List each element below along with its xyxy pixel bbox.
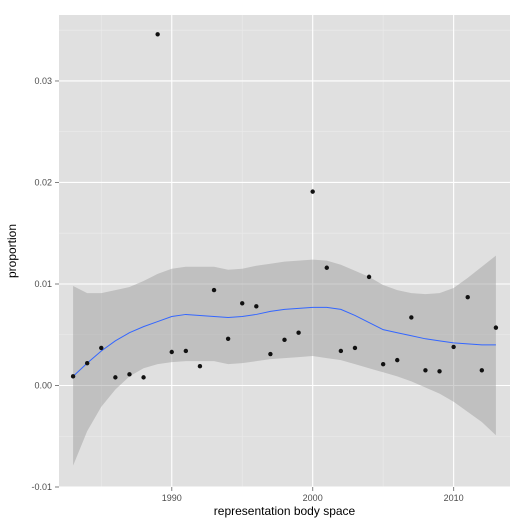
y-axis-title: proportion <box>5 224 19 278</box>
data-points <box>70 32 499 380</box>
x-axis: 1990 2000 2010 <box>162 487 464 503</box>
smooth-line <box>72 306 496 377</box>
x-tick-label: 2000 <box>303 493 323 503</box>
y-tick-label: 0.01 <box>34 279 52 289</box>
confidence-band <box>73 255 496 466</box>
x-tick-label: 1990 <box>162 493 182 503</box>
data-point <box>84 360 90 366</box>
data-point <box>437 369 442 374</box>
data-point <box>211 287 217 293</box>
data-point <box>380 361 386 367</box>
data-point <box>197 364 203 369</box>
data-point <box>169 349 174 355</box>
data-point <box>113 375 118 380</box>
y-tick-label: 0.03 <box>34 76 52 86</box>
data-point <box>395 357 400 363</box>
data-point <box>225 336 231 342</box>
data-point <box>310 189 315 194</box>
x-tick-label: 2010 <box>444 493 464 503</box>
data-point <box>99 345 104 351</box>
grid-minor <box>59 15 510 487</box>
data-point <box>127 372 132 377</box>
data-point <box>451 344 456 350</box>
data-point <box>254 304 259 309</box>
data-point <box>465 294 470 300</box>
grid-major <box>59 15 510 488</box>
data-point <box>183 348 189 354</box>
y-tick-label: 0.00 <box>34 380 52 390</box>
data-point <box>409 315 414 320</box>
data-point <box>155 32 160 37</box>
data-point <box>141 375 146 380</box>
y-tick-label: -0.01 <box>31 482 52 492</box>
data-point <box>240 301 245 306</box>
data-point <box>423 368 428 373</box>
data-point <box>352 345 358 351</box>
x-axis-title: representation body space <box>214 504 356 518</box>
data-point <box>282 337 287 343</box>
y-axis: -0.01 0.00 0.01 0.02 0.03 <box>31 76 59 492</box>
panel-background <box>59 15 510 487</box>
data-point <box>324 265 329 270</box>
data-point <box>338 348 344 354</box>
data-point <box>268 351 273 357</box>
data-point <box>70 374 76 379</box>
data-point <box>296 330 301 335</box>
data-point <box>366 274 372 280</box>
y-tick-label: 0.02 <box>34 177 52 187</box>
data-point <box>493 325 499 330</box>
data-point <box>479 368 485 373</box>
